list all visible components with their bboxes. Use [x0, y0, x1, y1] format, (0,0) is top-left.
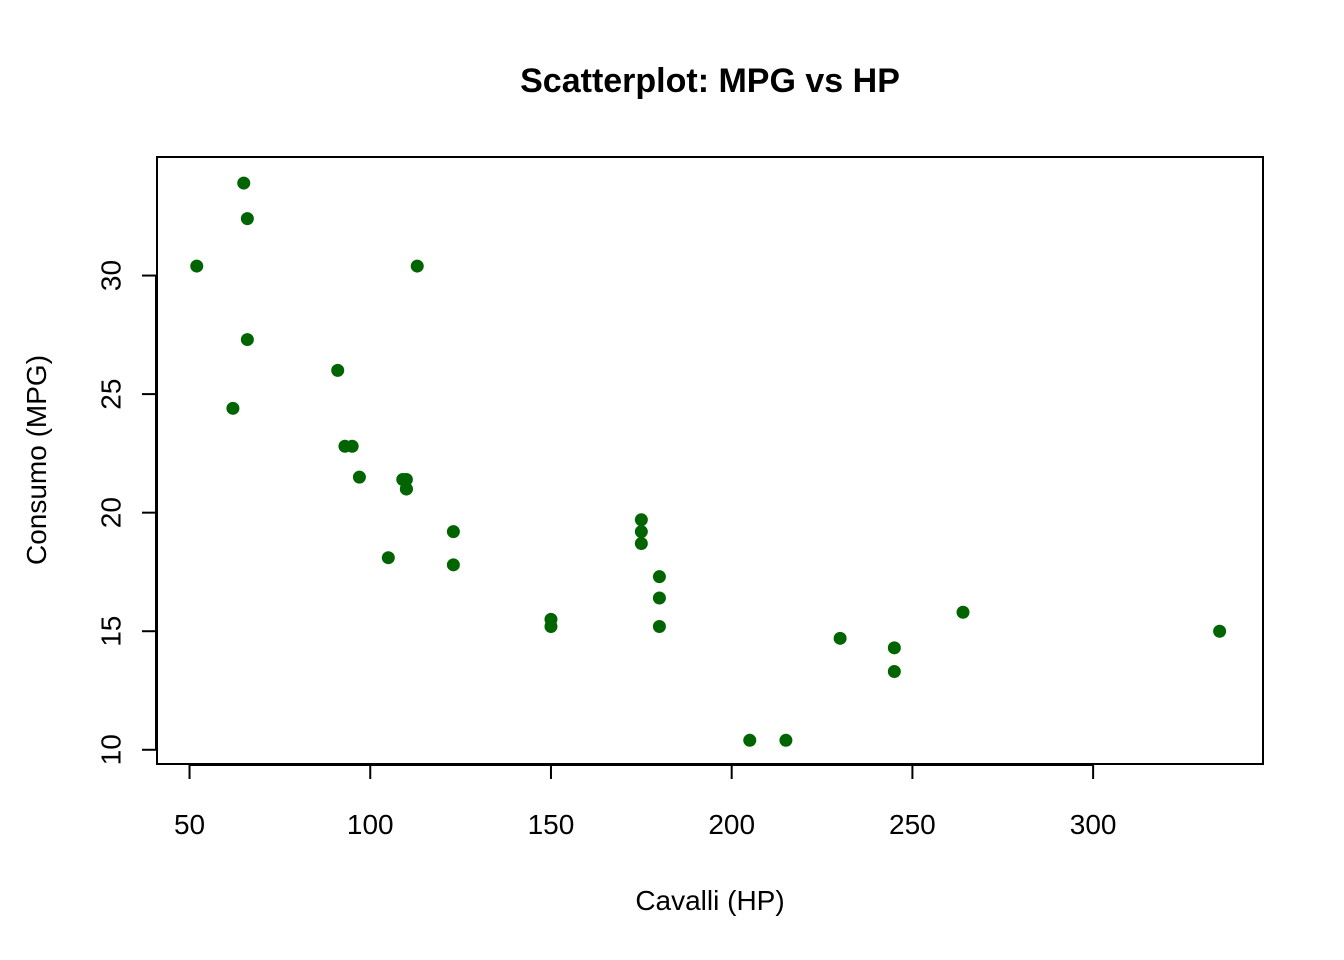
data-point [446, 525, 460, 539]
data-point [634, 525, 648, 539]
data-point [544, 619, 558, 633]
data-point [887, 665, 901, 679]
data-point [634, 536, 648, 550]
data-point [237, 176, 251, 190]
data-point [226, 401, 240, 415]
chart-title: Scatterplot: MPG vs HP [520, 62, 900, 100]
x-axis-label: Cavalli (HP) [635, 885, 784, 916]
data-point [652, 619, 666, 633]
data-point [240, 212, 254, 226]
y-axis: 10 15 20 25 30 [96, 260, 157, 765]
data-point [1213, 624, 1227, 638]
data-point [652, 570, 666, 584]
data-point [887, 641, 901, 655]
x-tick-label: 250 [889, 809, 936, 840]
data-point [446, 558, 460, 572]
data-point [240, 333, 254, 347]
data-point [652, 591, 666, 605]
y-tick-label: 15 [96, 616, 127, 647]
x-tick-label: 50 [174, 809, 205, 840]
y-axis-label: Consumo (MPG) [21, 355, 52, 565]
plot-frame [156, 156, 1264, 765]
data-point [410, 259, 424, 273]
x-tick-label: 100 [347, 809, 394, 840]
data-point [381, 551, 395, 565]
data-point [743, 733, 757, 747]
data-point [345, 439, 359, 453]
data-point [396, 472, 410, 486]
x-axis: 50 100 150 200 250 300 [174, 764, 1117, 840]
y-tick-label: 20 [96, 497, 127, 528]
data-point [634, 513, 648, 527]
data-point [779, 733, 793, 747]
x-tick-label: 300 [1070, 809, 1117, 840]
y-tick-label: 25 [96, 379, 127, 410]
data-point [331, 363, 345, 377]
data-points [190, 176, 1227, 747]
data-point [956, 605, 970, 619]
x-tick-label: 150 [528, 809, 575, 840]
y-tick-label: 30 [96, 260, 127, 291]
data-point [190, 259, 204, 273]
data-point [352, 470, 366, 484]
data-point [833, 631, 847, 645]
y-tick-label: 10 [96, 734, 127, 765]
x-tick-label: 200 [708, 809, 755, 840]
